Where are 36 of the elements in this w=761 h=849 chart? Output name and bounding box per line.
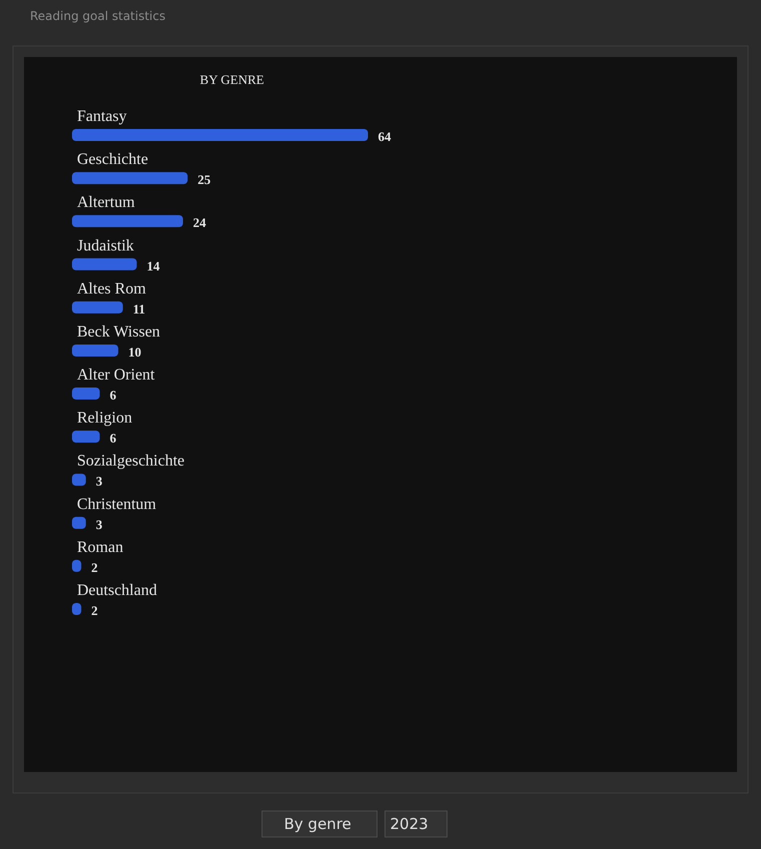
text: 2023 — [390, 815, 428, 833]
data-label: 24 — [193, 215, 206, 230]
y-tick-label: Fantasy — [77, 108, 127, 125]
data-label: 64 — [378, 129, 392, 144]
data-label: 2 — [91, 560, 98, 575]
data-label: 14 — [146, 258, 160, 274]
y-tick-label: Altes Rom — [77, 280, 146, 298]
y-tick-label: Geschichte — [77, 151, 148, 168]
bar — [72, 301, 123, 314]
bar — [72, 388, 100, 400]
bar — [72, 129, 368, 141]
y-tick-label: Christentum — [77, 496, 157, 513]
y-tick-label: Deutschland — [77, 582, 157, 599]
y-tick-label: Religion — [77, 410, 132, 427]
y-tick-label: Sozialgeschichte — [77, 452, 185, 470]
data-label: 25 — [198, 172, 212, 188]
data-label: 6 — [110, 430, 117, 446]
bar — [72, 172, 188, 184]
bar — [72, 258, 137, 270]
chart-title: Reading goal statistics — [30, 9, 166, 23]
text: By genre — [284, 815, 352, 833]
y-tick-label: Judaistik — [77, 237, 134, 254]
bar — [72, 215, 183, 228]
bar — [72, 430, 100, 443]
chart-subtitle: BY GENRE — [200, 72, 264, 87]
data-label: 6 — [110, 388, 117, 403]
y-tick-label: Altertum — [77, 194, 136, 212]
data-label: 3 — [96, 474, 103, 489]
data-label: 2 — [91, 603, 98, 618]
data-label: 10 — [128, 344, 142, 360]
bar — [72, 344, 118, 356]
y-tick-label: Alter Orient — [77, 366, 156, 384]
data-label: 11 — [132, 301, 146, 316]
y-tick-label: Roman — [77, 538, 124, 556]
data-label: 3 — [96, 516, 103, 532]
y-tick-label: Beck Wissen — [77, 323, 160, 340]
